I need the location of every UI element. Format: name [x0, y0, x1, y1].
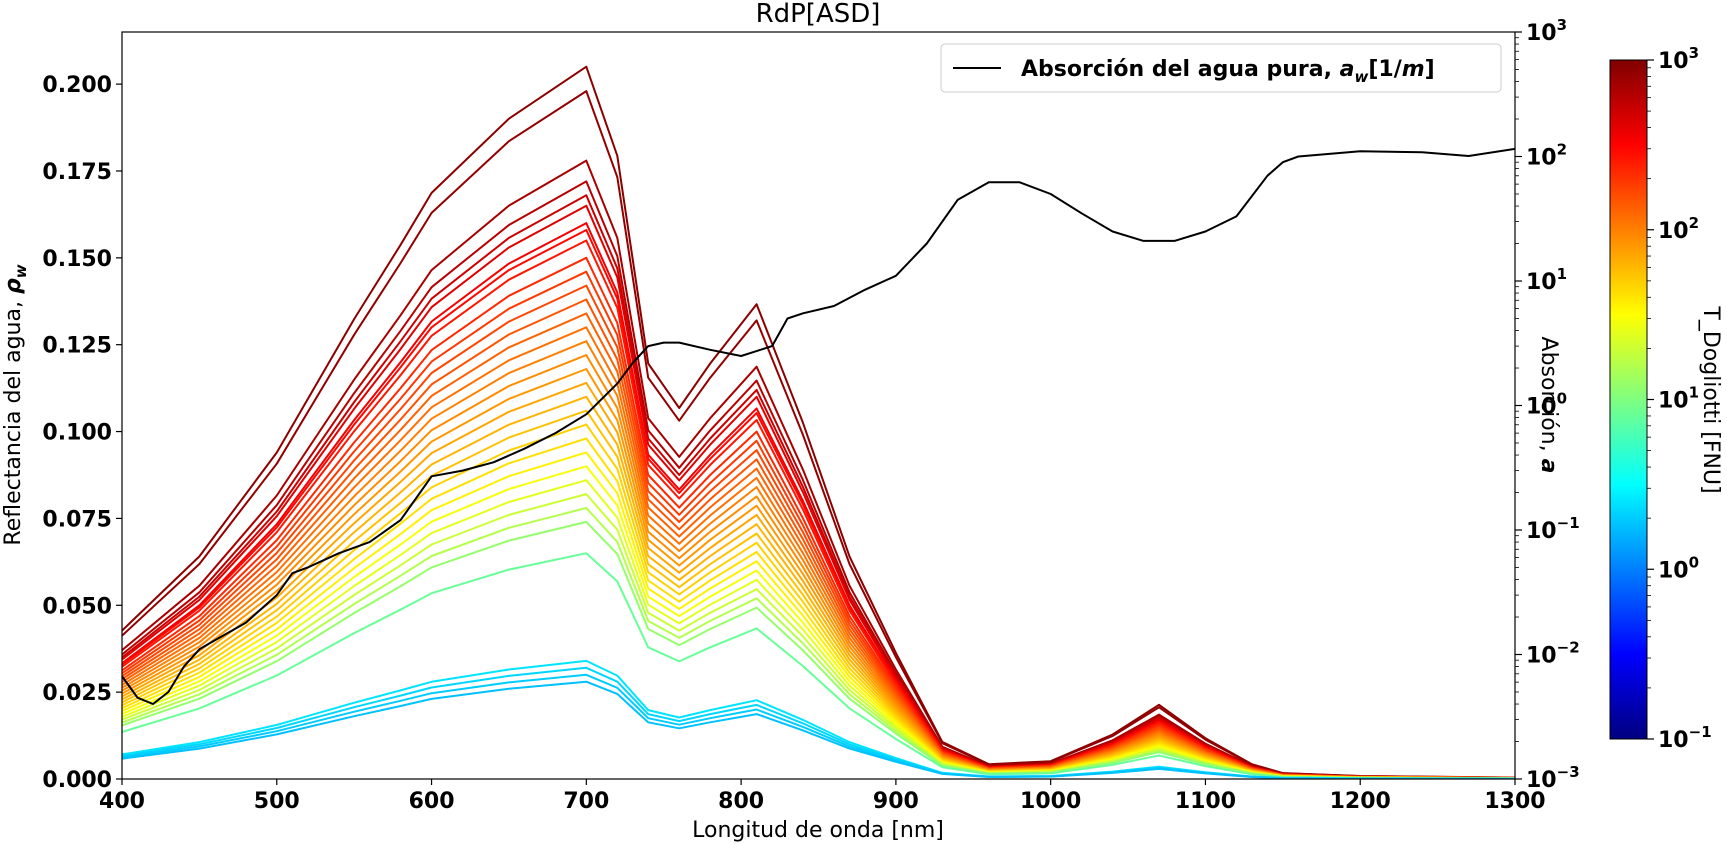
- left-y-tick-label-6: 0.150: [42, 247, 112, 272]
- legend-label-subscript: w: [1354, 68, 1368, 86]
- left-y-label-subscript: w: [12, 264, 30, 278]
- reflectance-series-1: [122, 90, 1515, 779]
- colorbar-ticks: 10−1 100 101 102 103: [1647, 44, 1712, 753]
- colorbar-label: T_Dogliotti [FNU]: [1698, 305, 1723, 493]
- right-y-axis-ticks: 10−3 10−2 10−1 100 101 102 103: [1515, 16, 1580, 793]
- left-y-tick-label-4: 0.100: [42, 421, 112, 446]
- right-y-tick-label-6: 103: [1526, 16, 1567, 46]
- right-y-tick-label-4: 101: [1526, 265, 1567, 295]
- reflectance-series-16: [122, 354, 1515, 779]
- legend-label-symbol: a: [1340, 57, 1355, 82]
- reflectance-series-4: [122, 194, 1515, 779]
- right-y-tick-label-0: 10−3: [1526, 763, 1580, 793]
- right-y-tick-label-2: 10−1: [1526, 514, 1580, 544]
- left-y-axis-label: Reflectancia del agua, ρw: [1, 264, 30, 545]
- reflectance-series-31: [122, 666, 1515, 779]
- legend-label-close: ]: [1425, 57, 1435, 82]
- reflectance-series-33: [122, 680, 1515, 779]
- x-tick-label-7: 1100: [1175, 789, 1236, 814]
- right-y-tick-label-3: 100: [1526, 390, 1567, 420]
- legend-box: [940, 43, 1502, 93]
- x-axis-label: Longitud de onda [nm]: [692, 818, 944, 843]
- left-y-tick-label-8: 0.200: [42, 73, 112, 98]
- left-y-tick-label-1: 0.025: [42, 681, 112, 706]
- legend-label: Absorción del agua pura, aw[1/m]: [1021, 57, 1435, 86]
- colorbar: [1609, 59, 1648, 740]
- colorbar-tick-label-2: 101: [1658, 384, 1699, 414]
- water-absorption-layer: [122, 147, 1515, 705]
- reflectance-series-2: [122, 159, 1515, 779]
- x-tick-label-4: 800: [718, 789, 764, 814]
- x-tick-label-5: 900: [873, 789, 919, 814]
- colorbar-tick-label-3: 102: [1658, 214, 1699, 244]
- legend-label-prefix: Absorción del agua pura,: [1021, 57, 1340, 82]
- reflectance-series-5: [122, 204, 1515, 779]
- left-y-tick-label-0: 0.000: [42, 768, 112, 793]
- legend-label-suffix: [1/: [1368, 57, 1402, 82]
- right-y-axis-label: Absorción, a: [1536, 337, 1561, 474]
- reflectance-series-30: [122, 659, 1515, 779]
- right-y-label-prefix: Absorción,: [1536, 337, 1561, 459]
- x-tick-label-9: 1300: [1484, 789, 1545, 814]
- x-axis-ticks: 400 500 600 700 800 900 1000 1100 1200 1300: [99, 779, 1546, 814]
- left-y-label-prefix: Reflectancia del agua,: [1, 294, 26, 546]
- left-y-tick-label-3: 0.075: [42, 507, 112, 532]
- reflectance-series-28: [122, 520, 1515, 779]
- x-tick-label-2: 600: [409, 789, 455, 814]
- chart-title: RdP[ASD]: [756, 0, 881, 29]
- reflectance-series-0: [122, 65, 1515, 779]
- reflectance-spectra: [122, 65, 1515, 779]
- left-y-tick-label-2: 0.050: [42, 594, 112, 619]
- reflectance-series-8: [122, 239, 1515, 779]
- colorbar-tick-label-4: 103: [1658, 44, 1699, 74]
- reflectance-series-6: [122, 222, 1515, 779]
- x-tick-label-0: 400: [99, 789, 145, 814]
- legend-label-unit: m: [1402, 57, 1425, 82]
- reflectance-series-29: [122, 552, 1515, 779]
- right-y-label-symbol: a: [1536, 459, 1561, 474]
- left-y-tick-label-7: 0.175: [42, 160, 112, 185]
- x-tick-label-1: 500: [254, 789, 300, 814]
- legend: Absorción del agua pura, aw[1/m]: [940, 43, 1502, 93]
- x-tick-label-6: 1000: [1020, 789, 1081, 814]
- left-y-tick-label-5: 0.125: [42, 334, 112, 359]
- right-y-tick-label-1: 10−2: [1526, 639, 1580, 669]
- left-y-axis-ticks: 0.000 0.025 0.050 0.075 0.100 0.125 0.150 0.175…: [42, 73, 122, 793]
- right-y-tick-label-5: 102: [1526, 141, 1567, 171]
- left-y-label-symbol: ρ: [1, 278, 26, 294]
- colorbar-tick-label-1: 100: [1658, 553, 1699, 583]
- x-tick-label-8: 1200: [1330, 789, 1391, 814]
- colorbar-tick-label-0: 10−1: [1658, 723, 1712, 753]
- x-tick-label-3: 700: [563, 789, 609, 814]
- water-absorption-curve: [122, 147, 1515, 705]
